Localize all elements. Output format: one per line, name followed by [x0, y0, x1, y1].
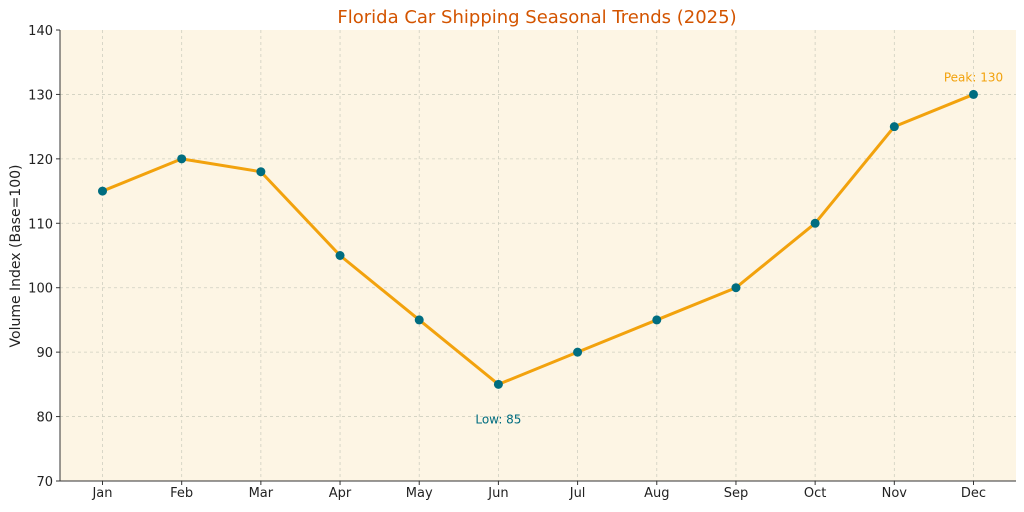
y-tick-label-100: 100 — [28, 282, 53, 297]
x-tick-label-mar: Mar — [249, 486, 274, 501]
y-axis-title: Volume Index (Base=100) — [8, 165, 24, 348]
x-tick-label-sep: Sep — [724, 486, 749, 501]
series-volume-index — [98, 89, 978, 389]
data-point-jan — [98, 186, 107, 196]
y-tick-label-120: 120 — [28, 153, 53, 168]
y-tick-label-70: 70 — [36, 475, 53, 490]
data-point-oct — [810, 218, 820, 228]
y-tick-label-140: 140 — [28, 24, 53, 39]
peak-annotation: Peak: 130 — [944, 70, 1003, 84]
data-point-jun — [493, 379, 503, 389]
x-tick-label-apr: Apr — [329, 486, 352, 501]
y-tick-label-80: 80 — [36, 411, 53, 426]
data-point-may — [414, 315, 424, 325]
data-point-aug — [652, 315, 662, 325]
x-tick-label-oct: Oct — [804, 486, 826, 501]
x-tick-label-aug: Aug — [644, 486, 669, 501]
x-tick-label-jan: Jan — [91, 486, 112, 501]
chart-title: Florida Car Shipping Seasonal Trends (20… — [337, 7, 736, 28]
x-tick-label-jun: Jun — [487, 486, 508, 501]
x-tick-label-dec: Dec — [961, 486, 986, 501]
annotations: Low: 85 Peak: 130 — [475, 70, 1003, 426]
plot-background — [60, 30, 1016, 481]
tick-labels: 70 80 90 100 110 120 130 140 Jan Feb Mar Apr May Jun J… — [28, 24, 986, 501]
y-tick-label-130: 130 — [28, 88, 53, 103]
data-point-jul — [573, 347, 583, 357]
x-tick-label-jul: Jul — [569, 486, 586, 501]
x-tick-label-may: May — [406, 486, 433, 501]
data-point-dec — [969, 89, 978, 99]
data-point-apr — [335, 251, 345, 260]
data-point-sep — [731, 283, 741, 293]
data-point-feb — [177, 154, 187, 164]
y-tick-label-110: 110 — [28, 217, 53, 232]
series-line — [101, 92, 975, 386]
x-tick-label-feb: Feb — [170, 486, 193, 501]
data-point-nov — [889, 122, 899, 132]
x-tick-label-nov: Nov — [882, 486, 908, 501]
axes — [59, 30, 1016, 482]
low-annotation: Low: 85 — [475, 412, 521, 426]
data-point-mar — [256, 167, 266, 177]
y-tick-label-90: 90 — [36, 346, 53, 361]
